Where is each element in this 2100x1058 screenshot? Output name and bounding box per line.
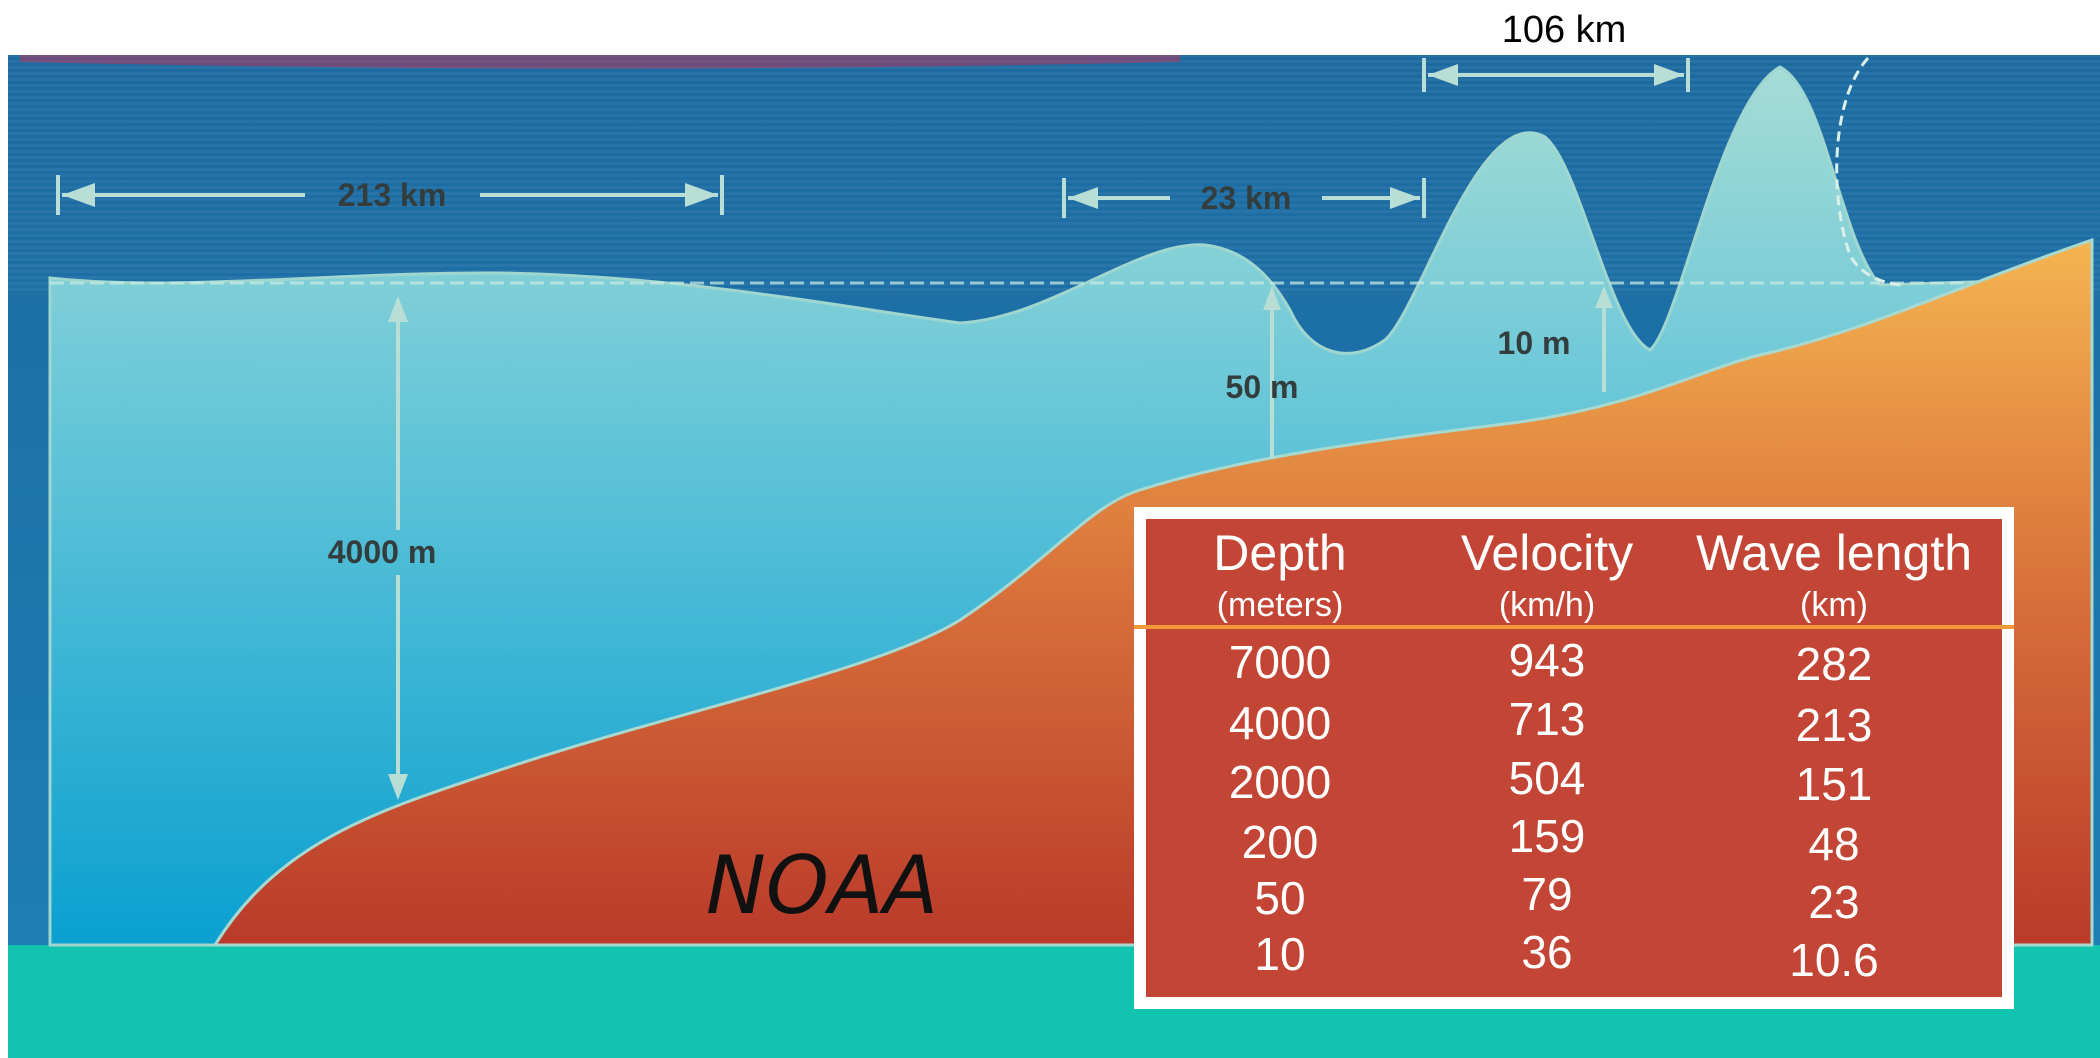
noaa-watermark: NOAA — [706, 839, 938, 932]
dimension-213km: 213 km — [56, 175, 724, 215]
label-10m: 10 m — [1498, 325, 1571, 361]
cell-velocity: 159 — [1509, 810, 1586, 862]
cell-wavelength: 151 — [1796, 758, 1873, 810]
header-velocity-unit: (km/h) — [1499, 586, 1595, 624]
cell-depth: 50 — [1254, 872, 1305, 924]
cell-depth: 200 — [1242, 816, 1319, 868]
header-wavelength: Wave length — [1696, 525, 1972, 581]
cell-wavelength: 10.6 — [1789, 934, 1879, 986]
cell-depth: 4000 — [1229, 697, 1331, 749]
label-106km: 106 km — [1502, 9, 1627, 51]
header-wavelength-unit: (km) — [1800, 586, 1868, 624]
cell-velocity: 36 — [1521, 926, 1572, 978]
table-row: 7000 943 282 — [1229, 634, 1873, 690]
cell-wavelength: 23 — [1808, 876, 1859, 928]
table-background — [1146, 519, 2002, 997]
label-23km: 23 km — [1201, 180, 1292, 216]
cell-depth: 2000 — [1229, 756, 1331, 808]
header-velocity: Velocity — [1461, 525, 1633, 581]
label-213km: 213 km — [338, 177, 447, 213]
label-50m: 50 m — [1226, 369, 1299, 405]
cut-title-remnant — [20, 55, 1180, 69]
dimension-23km: 23 km — [1062, 178, 1426, 218]
table-row: 2000 504 151 — [1229, 752, 1873, 810]
cell-velocity: 943 — [1509, 634, 1586, 686]
cell-velocity: 504 — [1509, 752, 1586, 804]
depth-50m-arrow: 50 m — [1226, 286, 1299, 458]
cell-wavelength: 213 — [1796, 699, 1873, 751]
table-row: 50 79 23 — [1254, 868, 1859, 928]
tsunami-data-table: Depth (meters) Velocity (km/h) Wave leng… — [1134, 507, 2014, 1009]
table-row: 10 36 10.6 — [1254, 926, 1878, 986]
header-depth-unit: (meters) — [1217, 586, 1344, 624]
top-band — [0, 0, 2100, 55]
cell-velocity: 79 — [1521, 868, 1572, 920]
depth-4000m-arrow: 4000 m — [328, 296, 437, 800]
table-header: Depth (meters) Velocity (km/h) Wave leng… — [1213, 525, 1972, 624]
dimension-106km — [1422, 58, 1690, 92]
cell-depth: 10 — [1254, 928, 1305, 980]
table-row: 4000 713 213 — [1229, 693, 1873, 751]
cell-wavelength: 282 — [1796, 638, 1873, 690]
label-4000m: 4000 m — [328, 534, 437, 570]
cell-depth: 7000 — [1229, 636, 1331, 688]
cell-velocity: 713 — [1509, 693, 1586, 745]
cell-wavelength: 48 — [1808, 818, 1859, 870]
table-row: 200 159 48 — [1242, 810, 1860, 870]
header-depth: Depth — [1213, 525, 1346, 581]
depth-10m-arrow: 10 m — [1498, 286, 1613, 392]
breaking-wave-outline — [1835, 56, 1906, 287]
